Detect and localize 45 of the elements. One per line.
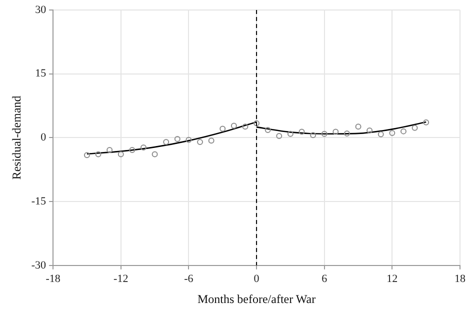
- y-tick-label: 30: [35, 4, 47, 16]
- point: [129, 147, 136, 154]
- x-tick-label: -18: [46, 272, 61, 285]
- point: [163, 138, 170, 145]
- point: [118, 151, 124, 158]
- point: [152, 151, 158, 158]
- point: [412, 124, 418, 131]
- point: [287, 130, 294, 137]
- point: [106, 147, 113, 154]
- y-axis-title: Residual-demand: [9, 96, 24, 180]
- point: [264, 127, 271, 134]
- point: [389, 130, 396, 136]
- point: [84, 152, 90, 158]
- point: [254, 120, 260, 126]
- point: [197, 138, 204, 145]
- point: [95, 151, 102, 158]
- point: [140, 144, 146, 150]
- point: [276, 133, 282, 139]
- point: [208, 138, 214, 144]
- point: [332, 128, 339, 135]
- x-tick-label: -6: [184, 272, 194, 285]
- point: [174, 136, 180, 142]
- x-tick-label: 18: [454, 272, 466, 285]
- y-tick-label: -30: [31, 259, 47, 272]
- x-tick-label: 12: [386, 272, 398, 285]
- point: [230, 122, 237, 129]
- point: [423, 119, 430, 126]
- x-axis-title: Months before/after War: [197, 292, 316, 306]
- point: [310, 132, 316, 138]
- x-tick-label: 6: [322, 272, 328, 285]
- point: [366, 127, 373, 134]
- point: [186, 136, 192, 143]
- x-tick-label: 0: [254, 272, 260, 285]
- point: [400, 128, 406, 134]
- point: [298, 128, 305, 135]
- point: [355, 124, 362, 130]
- point: [321, 130, 328, 137]
- point: [242, 124, 248, 130]
- y-tick-label: -15: [31, 195, 47, 208]
- y-tick-label: 0: [40, 132, 47, 144]
- point: [378, 131, 384, 138]
- y-tick-label: 15: [35, 68, 47, 80]
- point: [220, 126, 226, 132]
- x-tick-label: -12: [114, 272, 128, 285]
- point: [344, 130, 350, 136]
